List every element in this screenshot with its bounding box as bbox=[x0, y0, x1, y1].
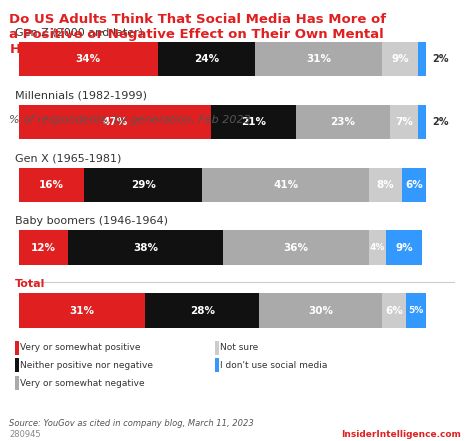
Bar bbox=[382, 42, 418, 76]
Bar bbox=[390, 105, 418, 139]
Text: Baby boomers (1946-1964): Baby boomers (1946-1964) bbox=[15, 216, 168, 226]
Text: 9%: 9% bbox=[395, 243, 413, 253]
Text: 280945: 280945 bbox=[9, 430, 41, 439]
Text: Very or somewhat negative: Very or somewhat negative bbox=[20, 378, 145, 388]
Text: 9%: 9% bbox=[391, 54, 409, 64]
Bar bbox=[255, 42, 382, 76]
Text: 7%: 7% bbox=[395, 117, 413, 127]
Bar bbox=[223, 231, 369, 265]
Bar bbox=[259, 293, 382, 328]
Text: Gen X (1965-1981): Gen X (1965-1981) bbox=[15, 153, 121, 163]
Text: Neither positive nor negative: Neither positive nor negative bbox=[20, 361, 153, 370]
Text: Not sure: Not sure bbox=[220, 343, 258, 352]
Bar bbox=[406, 293, 426, 328]
Text: Millennials (1982-1999): Millennials (1982-1999) bbox=[15, 90, 147, 100]
Bar bbox=[296, 105, 390, 139]
Text: Very or somewhat positive: Very or somewhat positive bbox=[20, 343, 141, 352]
Text: 8%: 8% bbox=[377, 180, 395, 190]
Bar bbox=[369, 231, 386, 265]
Bar bbox=[382, 293, 406, 328]
Text: 6%: 6% bbox=[385, 306, 403, 316]
Text: 47%: 47% bbox=[102, 117, 127, 127]
Text: 28%: 28% bbox=[190, 306, 215, 316]
Text: 5%: 5% bbox=[409, 306, 424, 315]
Text: 2%: 2% bbox=[432, 54, 449, 64]
Text: 6%: 6% bbox=[406, 180, 423, 190]
Text: 21%: 21% bbox=[241, 117, 266, 127]
Text: 24%: 24% bbox=[194, 54, 219, 64]
Text: 29%: 29% bbox=[131, 180, 156, 190]
Bar bbox=[19, 293, 145, 328]
Bar bbox=[84, 168, 203, 202]
FancyBboxPatch shape bbox=[15, 376, 19, 390]
FancyBboxPatch shape bbox=[215, 359, 219, 372]
Text: 16%: 16% bbox=[39, 180, 64, 190]
Text: InsiderIntelligence.com: InsiderIntelligence.com bbox=[341, 430, 461, 439]
Text: 34%: 34% bbox=[76, 54, 101, 64]
Bar bbox=[418, 42, 426, 76]
Text: 31%: 31% bbox=[306, 54, 331, 64]
Text: I don't use social media: I don't use social media bbox=[220, 361, 327, 370]
Bar bbox=[203, 168, 369, 202]
Text: 23%: 23% bbox=[330, 117, 355, 127]
Text: 31%: 31% bbox=[70, 306, 95, 316]
Text: Source: YouGov as cited in company blog, March 11, 2023: Source: YouGov as cited in company blog,… bbox=[9, 419, 254, 428]
Text: 12%: 12% bbox=[31, 243, 56, 253]
Text: Gen Z (2000 and later): Gen Z (2000 and later) bbox=[15, 27, 143, 37]
Text: % of respondents, by generation, Feb 2023: % of respondents, by generation, Feb 202… bbox=[9, 115, 251, 125]
FancyBboxPatch shape bbox=[15, 359, 19, 372]
Bar bbox=[157, 42, 255, 76]
Text: 4%: 4% bbox=[370, 243, 385, 252]
FancyBboxPatch shape bbox=[15, 341, 19, 355]
Bar bbox=[211, 105, 296, 139]
Bar bbox=[19, 42, 157, 76]
Bar bbox=[402, 168, 426, 202]
Text: Do US Adults Think That Social Media Has More of
a Positive or Negative Effect o: Do US Adults Think That Social Media Has… bbox=[9, 13, 386, 56]
Text: 36%: 36% bbox=[283, 243, 309, 253]
Text: 38%: 38% bbox=[133, 243, 158, 253]
Bar bbox=[19, 231, 68, 265]
Bar bbox=[19, 168, 84, 202]
Bar bbox=[145, 293, 259, 328]
FancyBboxPatch shape bbox=[215, 341, 219, 355]
Bar bbox=[369, 168, 402, 202]
Text: 41%: 41% bbox=[274, 180, 298, 190]
Bar bbox=[19, 105, 211, 139]
Text: 30%: 30% bbox=[308, 306, 333, 316]
Text: Total: Total bbox=[15, 279, 46, 289]
Bar bbox=[418, 105, 426, 139]
Text: 2%: 2% bbox=[432, 117, 449, 127]
Bar bbox=[68, 231, 223, 265]
Bar bbox=[386, 231, 423, 265]
